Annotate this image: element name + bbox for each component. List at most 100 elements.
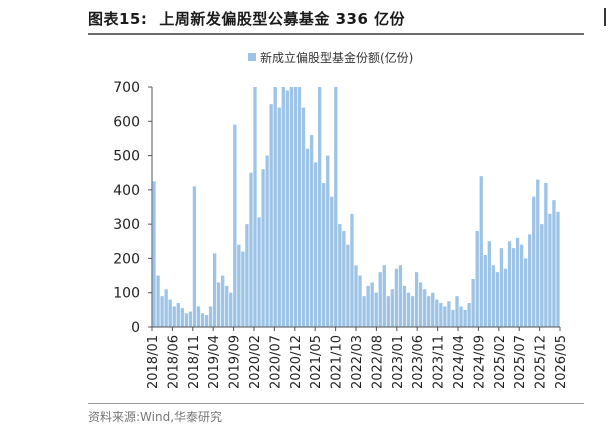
- bar: [515, 237, 520, 327]
- bar: [544, 183, 548, 327]
- x-tick-label: 2021/10: [330, 335, 345, 389]
- bar: [374, 292, 378, 327]
- bar: [475, 231, 479, 327]
- x-tick-label: 2019/09: [228, 335, 243, 389]
- bar: [540, 224, 544, 327]
- bar: [285, 90, 289, 328]
- bar: [528, 234, 532, 327]
- bar: [257, 217, 261, 327]
- bar: [406, 292, 411, 327]
- bar: [471, 279, 475, 327]
- bar: [507, 241, 512, 327]
- x-tick-label: 2025/07: [513, 335, 528, 389]
- y-tick-label: 400: [113, 183, 140, 199]
- bar: [358, 275, 362, 327]
- figure-number: 图表15:: [88, 10, 148, 28]
- bar: [524, 258, 528, 327]
- x-tick-label: 2022/08: [370, 335, 385, 389]
- bar: [152, 181, 156, 327]
- bar: [532, 196, 536, 327]
- legend-label: 新成立偏股型基金份额(亿份): [260, 50, 413, 65]
- y-tick-label: 500: [113, 149, 140, 165]
- y-axis: 0 100 200 300 400 500 600 700: [113, 80, 153, 336]
- x-tick-label: 2023/11: [432, 335, 447, 389]
- x-tick-label: 2025/02: [493, 335, 508, 389]
- bar: [273, 87, 277, 327]
- bar: [346, 244, 350, 327]
- bar: [435, 299, 439, 327]
- y-tick-label: 600: [113, 114, 140, 130]
- adjacent-figure-edge-bottom: [604, 409, 616, 423]
- bar: [499, 248, 504, 327]
- bar: [386, 296, 390, 327]
- bar: [281, 87, 285, 327]
- x-axis: 2018/01 2018/06 2018/11 2019/04 2019/09 2020/…: [146, 326, 569, 389]
- bar: [164, 289, 168, 327]
- bar: [390, 289, 395, 327]
- x-tick-label: 2022/03: [350, 335, 365, 389]
- bar: [200, 313, 205, 327]
- y-tick-label: 200: [113, 251, 140, 267]
- bar: [394, 268, 399, 327]
- bar: [483, 255, 487, 327]
- x-tick-label: 2026/05: [554, 335, 569, 389]
- bar: [172, 306, 176, 327]
- bar: [418, 282, 423, 327]
- bar: [237, 244, 241, 327]
- bar: [176, 303, 180, 327]
- legend-swatch: [248, 53, 256, 61]
- bar: [366, 285, 370, 327]
- bar: [370, 282, 374, 327]
- bar: [431, 292, 435, 327]
- bar: [362, 296, 366, 327]
- bar: [382, 265, 386, 327]
- bar: [208, 306, 213, 327]
- bar: [313, 162, 318, 327]
- bar: [503, 268, 508, 327]
- bar: [156, 275, 160, 327]
- bar: [552, 200, 556, 327]
- bar: [342, 231, 346, 327]
- bar: [265, 155, 269, 327]
- bar: [330, 196, 334, 327]
- source-divider: [88, 403, 584, 404]
- bar-series: [152, 87, 560, 328]
- bar: [398, 265, 403, 327]
- bar: [338, 224, 342, 327]
- bar: [293, 87, 298, 327]
- bar: [204, 315, 209, 327]
- bar: [269, 104, 273, 327]
- bar: [180, 308, 184, 327]
- x-tick-label: 2020/02: [248, 335, 263, 389]
- bar: [548, 213, 552, 327]
- x-tick-label: 2024/09: [472, 335, 487, 389]
- bar: [556, 211, 560, 327]
- bar: [229, 292, 233, 327]
- bar: [479, 176, 483, 327]
- y-tick-label: 100: [113, 286, 140, 302]
- bar: [217, 282, 221, 327]
- x-tick-label: 2018/06: [166, 335, 181, 389]
- y-tick-label: 300: [113, 217, 140, 233]
- bar: [354, 265, 358, 327]
- bar: [245, 224, 249, 327]
- figure-title: 图表15: 上周新发偏股型公募基金 336 亿份: [88, 8, 405, 29]
- bar: [192, 186, 197, 327]
- bar: [241, 251, 245, 327]
- bar: [233, 124, 237, 328]
- x-tick-label: 2020/12: [289, 335, 304, 389]
- bar: [221, 275, 225, 327]
- bar: [378, 272, 382, 327]
- bar: [309, 135, 314, 327]
- bar: [519, 244, 524, 327]
- x-tick-label: 2025/12: [534, 335, 549, 389]
- y-tick-label: 700: [113, 80, 140, 96]
- bar: [261, 169, 265, 327]
- bar: [491, 265, 495, 327]
- source-note: 资料来源:Wind,华泰研究: [88, 410, 223, 424]
- bar: [443, 306, 447, 327]
- bar: [511, 248, 516, 327]
- bar: [289, 87, 294, 327]
- bar: [212, 253, 217, 327]
- bar: [536, 179, 540, 327]
